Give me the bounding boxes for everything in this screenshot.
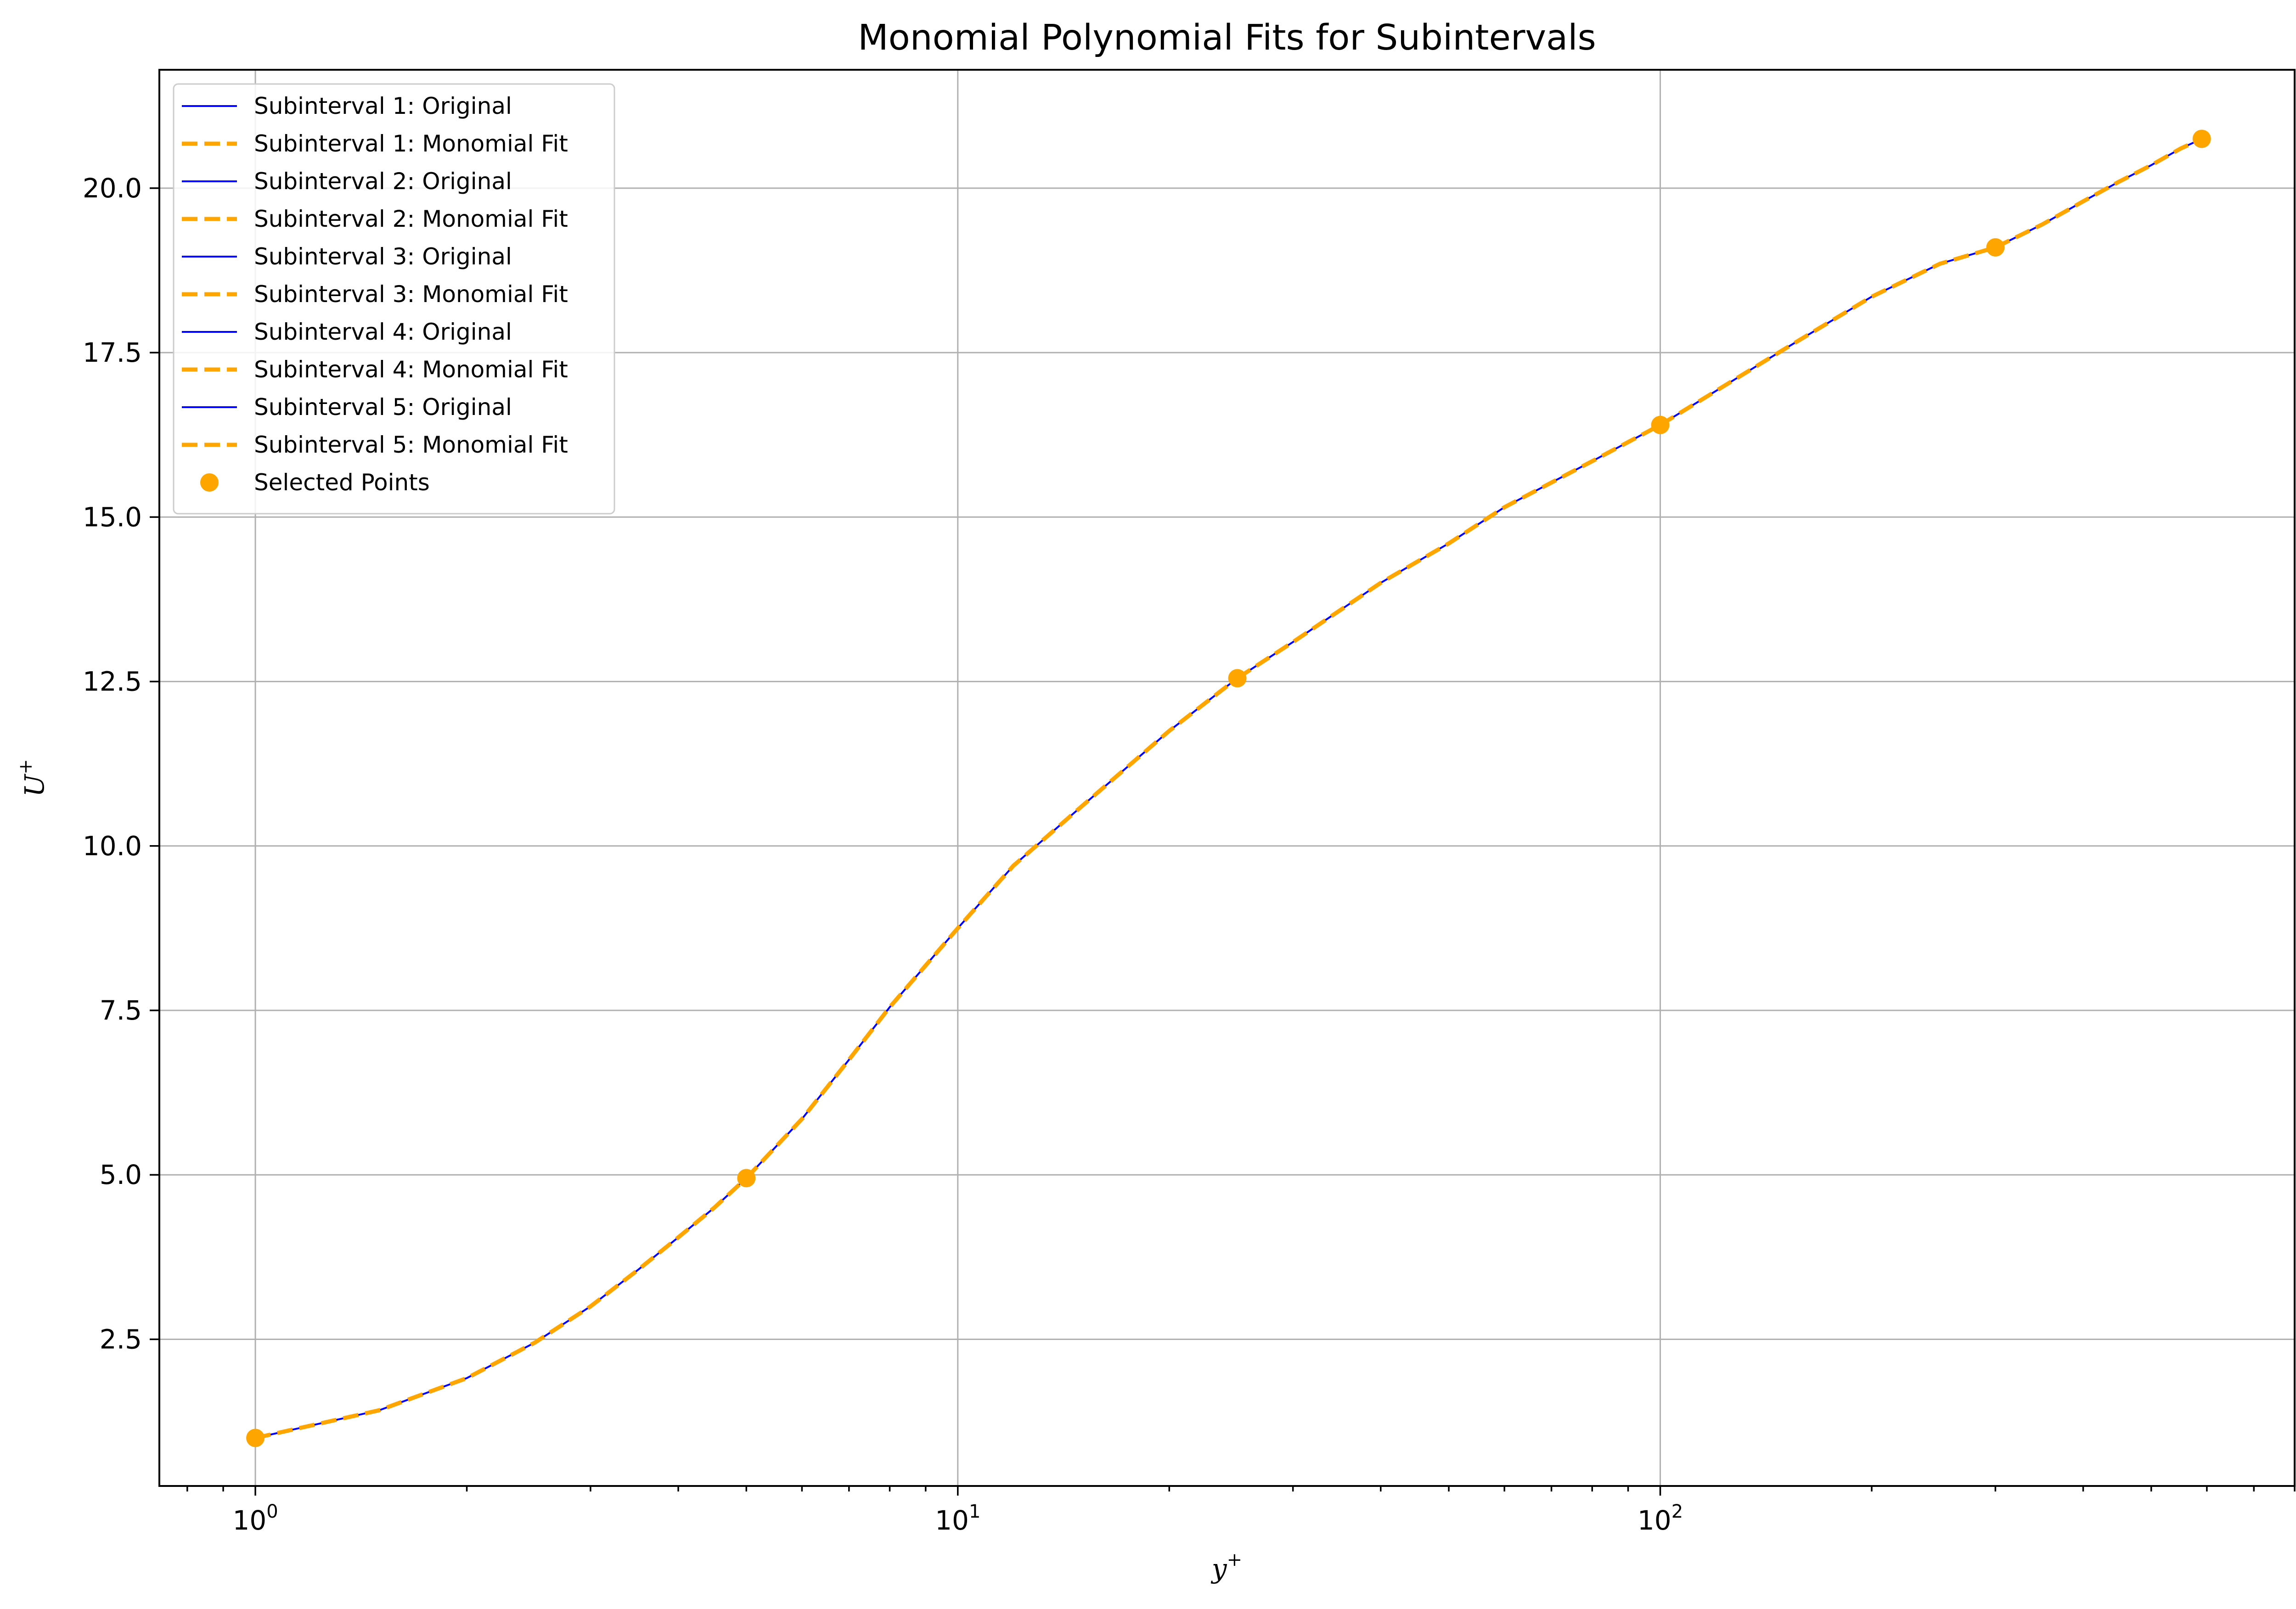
series-line-3-original (745, 677, 1238, 1179)
series-line-1-original (255, 1177, 747, 1439)
legend-label: Subinterval 2: Monomial Fit (254, 206, 568, 232)
y-tick-label: 15.0 (83, 501, 142, 533)
legend-box (173, 83, 615, 515)
legend-label: Subinterval 4: Original (254, 319, 512, 345)
x-tick-label: 101 (935, 1501, 980, 1536)
x-tick-label: 100 (232, 1501, 278, 1536)
plot-frame (158, 69, 2296, 1487)
series-line-8-fit (1659, 245, 1996, 427)
legend-marker-point (200, 473, 219, 492)
legend-label: Subinterval 1: Original (254, 93, 512, 119)
series-line-2-fit (255, 1177, 748, 1440)
series-layer (255, 137, 2203, 1440)
series-line-6-fit (1236, 423, 1661, 680)
legend-label: Subinterval 1: Monomial Fit (254, 130, 568, 157)
y-tick-label: 20.0 (83, 173, 142, 204)
y-tick-label: 12.5 (83, 666, 142, 697)
y-axis-label: U+ (15, 759, 50, 796)
legend-label: Subinterval 2: Original (254, 168, 512, 195)
series-line-4-fit (745, 676, 1239, 1180)
x-tick-label: 102 (1638, 1501, 1683, 1536)
legend-label: Subinterval 5: Monomial Fit (254, 432, 568, 458)
chart-title: Monomial Polynomial Fits for Subinterval… (858, 17, 1596, 58)
legend-label: Subinterval 4: Monomial Fit (254, 356, 568, 383)
x-axis-label: y+ (1210, 1549, 1242, 1584)
selected-point (246, 1429, 265, 1447)
series-line-10-fit (1994, 137, 2203, 249)
selected-points-layer (246, 129, 2211, 1447)
axis-ticks: 2.5 5.0 7.5 10.0 12.5 15.0 17.5 20.0 100 101 102 (83, 173, 2296, 1536)
selected-point (1228, 669, 1247, 688)
y-tick-label: 5.0 (100, 1159, 142, 1190)
legend-label: Subinterval 3: Monomial Fit (254, 281, 568, 308)
legend-label: Selected Points (254, 469, 430, 496)
y-tick-label: 7.5 (100, 995, 142, 1026)
selected-point (1651, 415, 1670, 434)
y-tick-label: 2.5 (100, 1323, 142, 1355)
legend: Subinterval 1: Original Subinterval 1: Mo… (173, 83, 615, 515)
series-line-5-original (1237, 424, 1661, 679)
legend-label: Subinterval 3: Original (254, 243, 512, 270)
selected-point (1986, 238, 2005, 257)
y-tick-label: 10.0 (83, 830, 142, 862)
selected-point (2192, 129, 2211, 148)
series-line-7-original (1660, 246, 1996, 426)
legend-label: Subinterval 5: Original (254, 394, 512, 420)
y-tick-label: 17.5 (83, 337, 142, 368)
selected-point (737, 1169, 756, 1188)
